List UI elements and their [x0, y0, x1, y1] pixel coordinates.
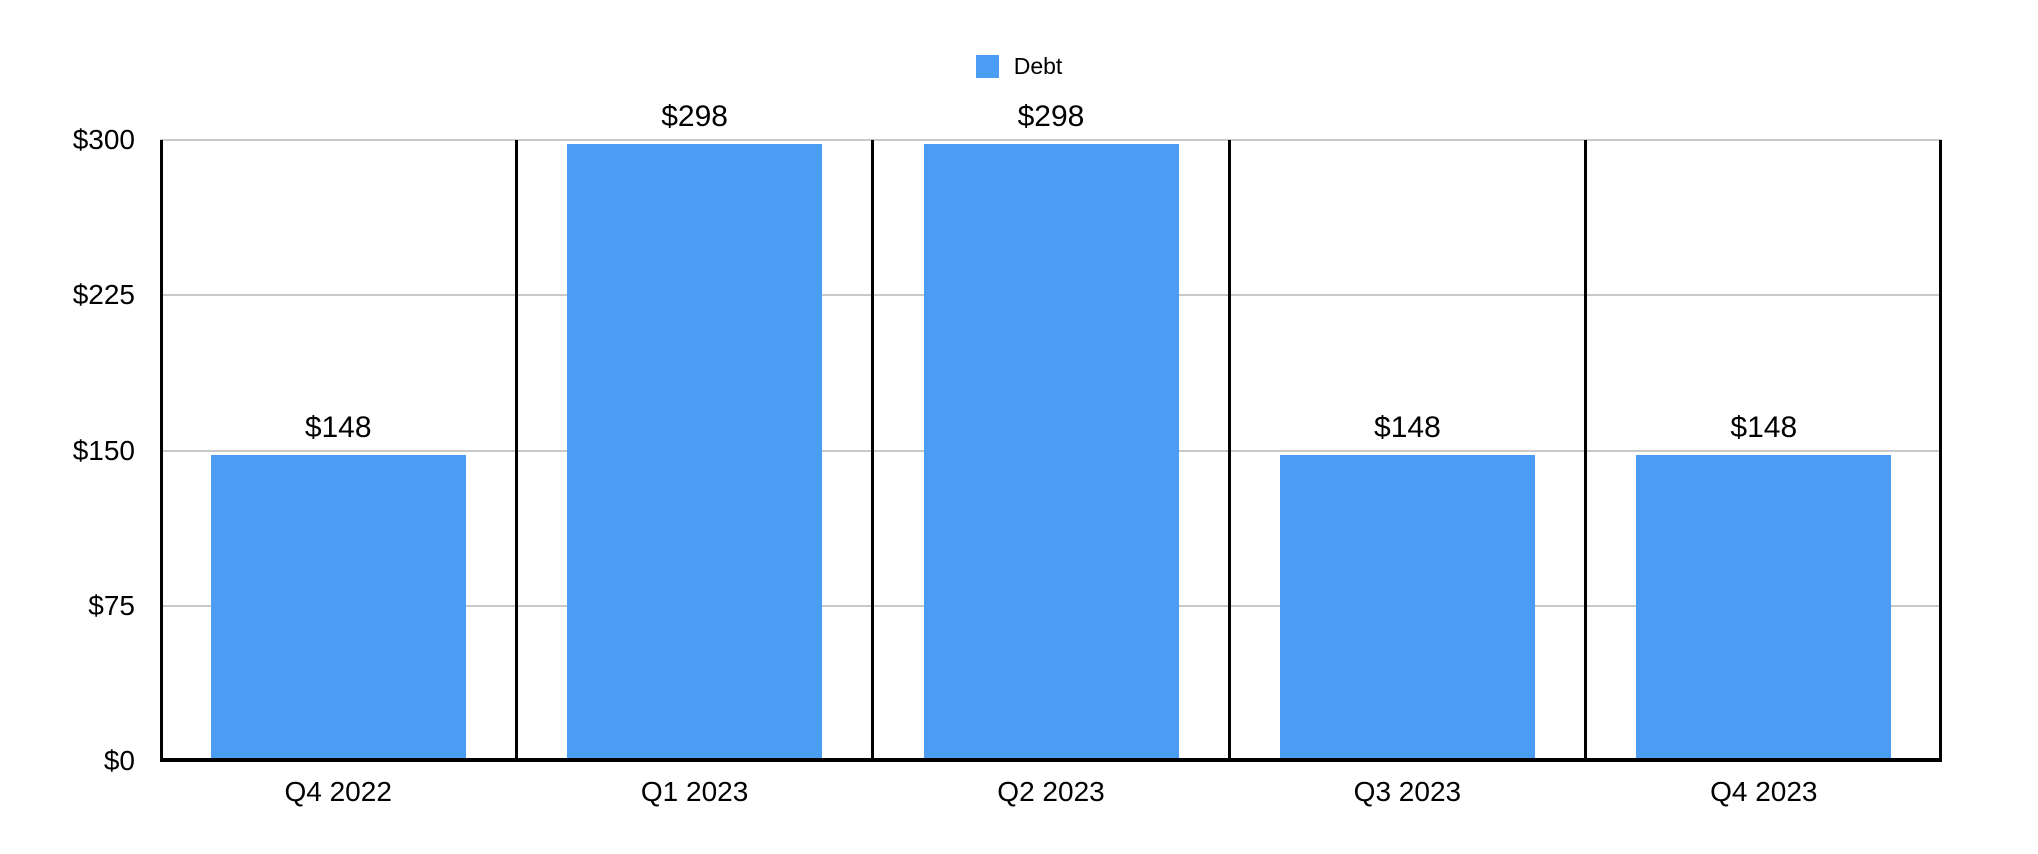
- bar-q4-2023: [1636, 454, 1892, 761]
- bar-value-label: $298: [1017, 100, 1085, 134]
- category-divider: [871, 140, 875, 761]
- x-axis-line: [160, 758, 1942, 762]
- x-tick-label: Q1 2023: [640, 776, 749, 807]
- plot-right-border-line: [1939, 140, 1942, 761]
- y-axis-line: [160, 140, 163, 761]
- y-tick-label: $225: [72, 279, 135, 311]
- bar-q3-2023: [1279, 454, 1535, 761]
- bar-q2-2023: [923, 144, 1179, 761]
- bar-value-label: $148: [1374, 410, 1441, 444]
- category-divider: [514, 140, 518, 761]
- bar-value-label: $148: [1730, 410, 1798, 444]
- x-axis: Q4 2022 Q1 2023 Q2 2023 Q3 2023 Q4 2023: [160, 764, 1942, 824]
- bar-q4-2022: [210, 454, 466, 761]
- x-tick-label: Q2 2023: [997, 776, 1105, 807]
- legend-label: Debt: [1013, 53, 1063, 79]
- x-tick-label: Q4 2023: [1710, 776, 1818, 807]
- plot-area: $148 $298 $298 $148 $148: [160, 100, 1942, 762]
- y-tick-label: $300: [72, 124, 135, 155]
- y-tick-label: $150: [72, 434, 135, 466]
- x-tick-label: Q3 2023: [1353, 776, 1462, 807]
- y-tick-label: $75: [88, 589, 135, 621]
- bar-q1-2023: [567, 144, 823, 761]
- chart-legend: Debt: [0, 53, 2038, 79]
- y-axis: $0 $75 $150 $225 $300: [0, 125, 135, 776]
- bar-value-label: $148: [304, 410, 372, 444]
- x-tick-label: Q4 2022: [284, 776, 392, 807]
- legend-swatch-icon: [975, 54, 999, 78]
- y-tick-label: $0: [103, 745, 135, 776]
- category-divider: [1584, 140, 1588, 761]
- category-divider: [1227, 140, 1231, 761]
- gridline: [160, 139, 1942, 141]
- bar-value-label: $298: [661, 100, 728, 134]
